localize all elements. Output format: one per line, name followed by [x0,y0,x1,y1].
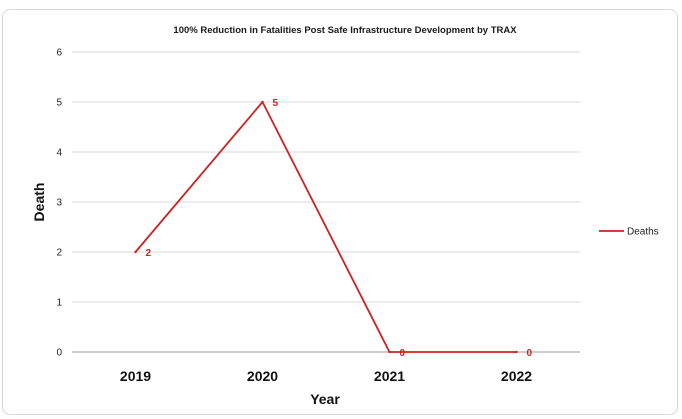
data-point [388,350,391,354]
data-label: 2 [146,248,152,259]
data-point [261,100,264,104]
data-label: 0 [400,348,406,359]
data-point [134,250,137,254]
gridlines [72,51,580,353]
data-label: 5 [273,98,279,109]
x-tick-label: 2022 [501,368,532,384]
data-point [515,350,518,354]
x-tick-label: 2020 [247,368,278,384]
x-axis-title: Year [310,391,340,407]
chart-frame [2,9,678,415]
x-axis-ticks: 2019 2020 2021 2022 [120,368,532,384]
y-axis-ticks: 0 1 2 3 4 5 6 [56,48,62,359]
y-tick-label: 1 [56,298,62,309]
legend: Deaths [599,227,659,238]
legend-label: Deaths [627,227,659,238]
y-tick-label: 4 [56,148,62,159]
x-tick-label: 2019 [120,368,151,384]
series-layer [134,100,518,354]
y-tick-label: 0 [56,348,62,359]
y-tick-label: 5 [56,98,62,109]
data-label: 0 [527,348,533,359]
y-tick-label: 6 [56,48,62,59]
x-tick-label: 2021 [374,368,405,384]
data-labels: 2 5 0 0 [146,98,533,359]
y-axis-title: Death [31,183,47,222]
y-tick-label: 3 [56,198,62,209]
y-tick-label: 2 [56,248,62,259]
chart-title: 100% Reduction in Fatalities Post Safe I… [173,25,517,36]
series-line [134,101,517,353]
